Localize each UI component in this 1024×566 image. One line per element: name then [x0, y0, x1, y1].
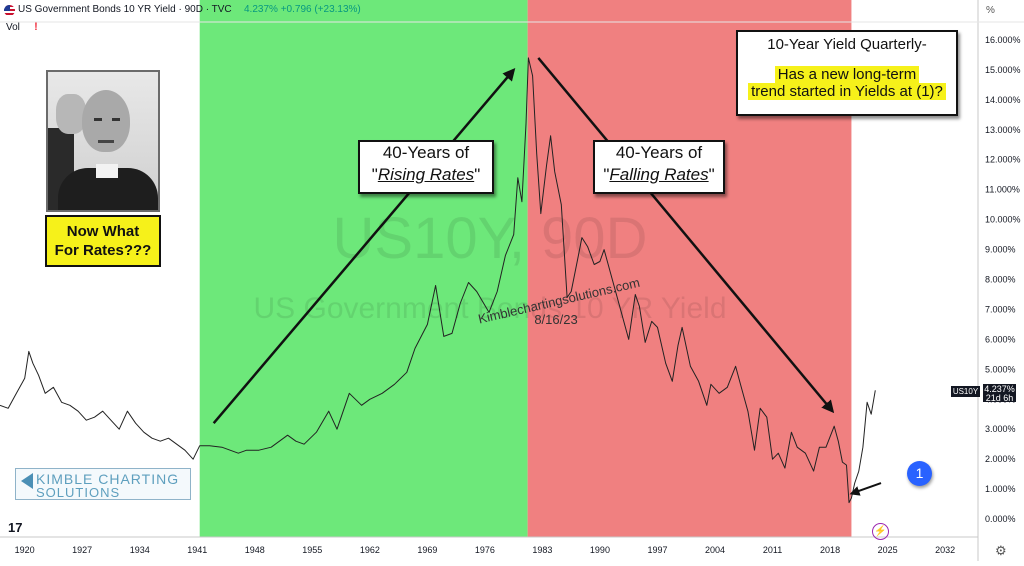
tradingview-logo[interactable]: 17: [8, 520, 23, 535]
price-change: +0.796 (+23.13%): [280, 4, 361, 15]
rising-rates-zone: [199, 0, 528, 537]
x-tick-label: 1983: [532, 545, 552, 555]
symbol-price-tag: US10Y: [951, 386, 980, 397]
x-tick-label: 1955: [302, 545, 322, 555]
us-flag-icon: [4, 5, 15, 16]
symbol-title[interactable]: US Government Bonds 10 YR Yield · 90D · …: [18, 4, 232, 15]
y-tick-label: 8.000%: [985, 275, 1016, 285]
x-tick-label: 1969: [417, 545, 437, 555]
x-tick-label: 2025: [878, 545, 898, 555]
watermark-symbol: US10Y, 90D: [333, 206, 648, 271]
x-tick-label: 1927: [72, 545, 92, 555]
y-tick-label: 3.000%: [985, 424, 1016, 434]
y-tick-label: 14.000%: [985, 95, 1021, 105]
question-highlight: Has a new long-term: [738, 66, 956, 83]
rising-trend-arrow: [212, 68, 516, 425]
x-tick-label: 1934: [130, 545, 150, 555]
gear-icon[interactable]: ⚙: [995, 543, 1007, 558]
x-tick-label: 2004: [705, 545, 725, 555]
kimble-logo-line2: SOLUTIONS: [36, 485, 121, 500]
warning-icon[interactable]: !: [34, 21, 38, 33]
photo-mouth: [98, 140, 114, 143]
price-readout: 4.237% +0.796 (+23.13%): [244, 4, 361, 15]
price-value: 4.237%: [244, 4, 278, 15]
y-tick-label: 11.000%: [985, 185, 1020, 195]
rising-quote-open: ": [371, 165, 378, 184]
marker-one: 1: [907, 461, 932, 486]
x-tick-label: 1997: [647, 545, 667, 555]
rising-line1: 40-Years of: [382, 143, 470, 162]
photo-eye-left: [94, 118, 102, 121]
x-tick-label: 1962: [360, 545, 380, 555]
y-tick-label: 9.000%: [985, 245, 1016, 255]
x-tick-label: 2032: [935, 545, 955, 555]
title-line1: 10-Year Yield Quarterly-: [767, 36, 927, 53]
x-tick-label: 2018: [820, 545, 840, 555]
falling-line2: "Falling Rates": [595, 164, 723, 186]
chart-header: US Government Bonds 10 YR Yield · 90D · …: [0, 0, 1024, 22]
x-tick-label: 1941: [187, 545, 207, 555]
falling-quote-close: ": [708, 165, 715, 184]
y-tick-label: 15.000%: [985, 65, 1021, 75]
y-tick-label: 1.000%: [985, 484, 1016, 494]
marker-pointer-arrow: [849, 482, 882, 496]
last-price-value: 4.237%: [984, 384, 1015, 394]
title-note: 10-Year Yield Quarterly- Has a new long-…: [736, 30, 958, 116]
falling-quote-open: ": [603, 165, 610, 184]
kimble-arrow-icon: [21, 473, 33, 489]
falling-rates-note: 40-Years of "Falling Rates": [593, 140, 725, 194]
x-tick-label: 1948: [245, 545, 265, 555]
y-tick-label: 7.000%: [985, 304, 1016, 314]
yield-series-line: [0, 57, 876, 504]
photo-collar: [96, 164, 118, 178]
kimble-charting-logo: KIMBLE CHARTING SOLUTIONS: [15, 468, 191, 500]
photo-hand: [56, 94, 86, 134]
y-tick-label: 10.000%: [985, 215, 1021, 225]
x-tick-label: 1976: [475, 545, 495, 555]
volume-label[interactable]: Vol: [6, 22, 20, 33]
rising-rates-note: 40-Years of "Rising Rates": [358, 140, 494, 194]
y-tick-label: 16.000%: [985, 35, 1021, 45]
signature-date: 8/16/23: [534, 312, 577, 327]
bolt-icon[interactable]: ⚡: [872, 523, 889, 540]
rising-line2: "Rising Rates": [360, 164, 492, 186]
y-tick-label: 0.000%: [985, 514, 1016, 524]
photo-eye-right: [112, 118, 120, 121]
rising-rates-word: Rising Rates: [377, 165, 475, 184]
x-tick-label: 2011: [763, 545, 782, 555]
y-tick-label: 5.000%: [985, 364, 1016, 374]
falling-line1: 40-Years of: [615, 143, 703, 162]
rising-quote-close: ": [474, 165, 481, 184]
question-line2: trend started in Yields at (1)?: [748, 83, 946, 100]
now-what-callout: Now What For Rates???: [45, 215, 161, 267]
x-tick-label: 1990: [590, 545, 610, 555]
question-line1: Has a new long-term: [774, 66, 920, 83]
percent-scale-label[interactable]: %: [986, 5, 995, 16]
y-tick-label: 6.000%: [985, 334, 1016, 344]
thinking-man-photo: [46, 70, 160, 212]
x-tick-label: 1920: [15, 545, 35, 555]
bar-countdown: 21d 6h: [985, 393, 1014, 403]
now-what-line2: For Rates???: [54, 242, 152, 259]
y-tick-label: 13.000%: [985, 125, 1021, 135]
kimble-logo-line1: KIMBLE CHARTING: [36, 471, 180, 487]
y-tick-label: 12.000%: [985, 155, 1021, 165]
last-price-tag: 4.237% 21d 6h: [983, 384, 1016, 403]
question-highlight-2: trend started in Yields at (1)?: [738, 83, 956, 100]
falling-trend-arrow: [537, 57, 835, 414]
y-tick-label: 2.000%: [985, 454, 1016, 464]
falling-rates-word: Falling Rates: [609, 165, 709, 184]
now-what-line1: Now What: [66, 223, 140, 240]
